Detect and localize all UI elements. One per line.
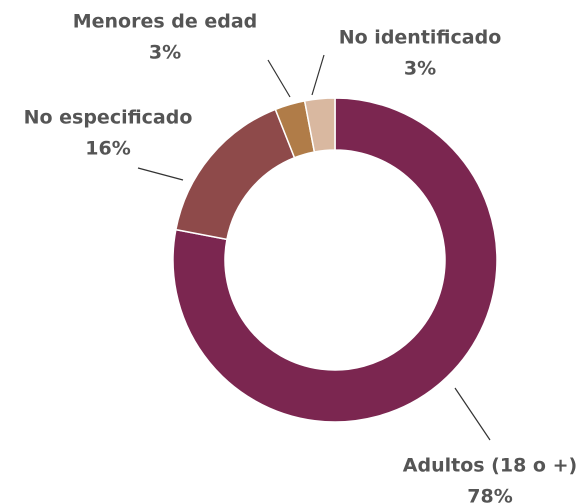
slice-label: No especificado [24,107,193,129]
slice-value-label: 78% [467,486,512,503]
leader-line [137,167,184,181]
slice-value-label: 3% [149,42,181,64]
slice-label: Menores de edad [73,11,258,33]
slice-label: Adultos (18 o +) [403,455,577,477]
donut-slice [174,108,296,241]
donut-slice [303,97,336,153]
donut-slice [172,97,498,423]
leader-line [267,59,291,98]
slice-label: No identificado [339,27,502,49]
leader-line [454,387,491,441]
leader-line [311,54,325,96]
slice-value-label: 16% [85,138,130,160]
slice-value-label: 3% [404,58,436,80]
